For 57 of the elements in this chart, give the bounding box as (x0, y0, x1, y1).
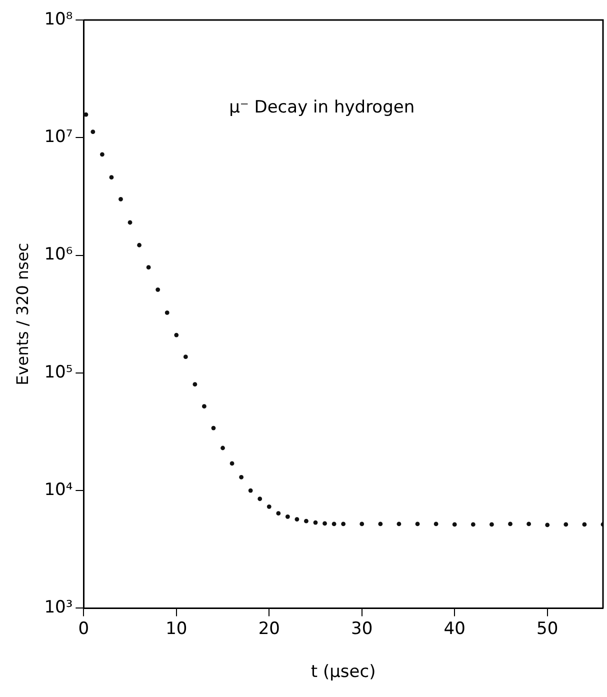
x-tick-label: 40 (444, 618, 466, 639)
point (304, 518, 308, 524)
x-tick-label: 50 (536, 618, 558, 639)
x-tick-label: 30 (351, 618, 373, 639)
point (452, 522, 457, 527)
point (174, 332, 179, 338)
point (192, 382, 198, 387)
y-tick-label: 10⁸ (44, 9, 73, 30)
point (164, 310, 170, 315)
point (341, 522, 346, 526)
point (360, 522, 364, 526)
y-tick-label: 10⁴ (44, 480, 73, 500)
point (118, 196, 123, 202)
point (332, 522, 336, 526)
point (211, 426, 216, 430)
point (137, 242, 142, 248)
y-tick-label: 10⁶ (44, 244, 73, 265)
point (490, 522, 494, 527)
y-tick-label: 10⁷ (44, 127, 73, 148)
point (322, 521, 327, 526)
point (396, 522, 402, 526)
y-axis-title: Events / 320 nsec (12, 242, 32, 386)
point (415, 522, 420, 526)
point (434, 522, 438, 526)
point (109, 175, 114, 180)
point (183, 354, 188, 360)
point (84, 112, 88, 117)
y-tick-label: 10³ (44, 598, 73, 618)
point (128, 220, 132, 225)
point (248, 488, 253, 493)
point (230, 461, 234, 466)
point (258, 496, 262, 502)
point (470, 522, 476, 527)
x-axis-title: t (μsec) (310, 662, 376, 682)
point (239, 474, 244, 480)
x-tick-label: 0 (78, 618, 90, 639)
y-tick-label: 10⁵ (44, 362, 73, 382)
point (146, 265, 151, 270)
point (156, 287, 160, 292)
point (294, 517, 300, 522)
point (526, 522, 532, 526)
point (508, 522, 512, 526)
point (100, 152, 104, 157)
point (276, 511, 281, 516)
point (378, 522, 383, 526)
point (90, 130, 96, 134)
point (285, 514, 290, 519)
point (202, 404, 206, 409)
point (582, 522, 587, 527)
annotation: μ⁻ Decay in hydrogen (229, 98, 415, 118)
point (266, 504, 272, 509)
x-tick-label: 10 (166, 618, 188, 639)
point (220, 446, 225, 450)
point (545, 522, 550, 528)
point (313, 520, 318, 525)
point (564, 522, 568, 527)
x-tick-label: 20 (258, 618, 280, 639)
